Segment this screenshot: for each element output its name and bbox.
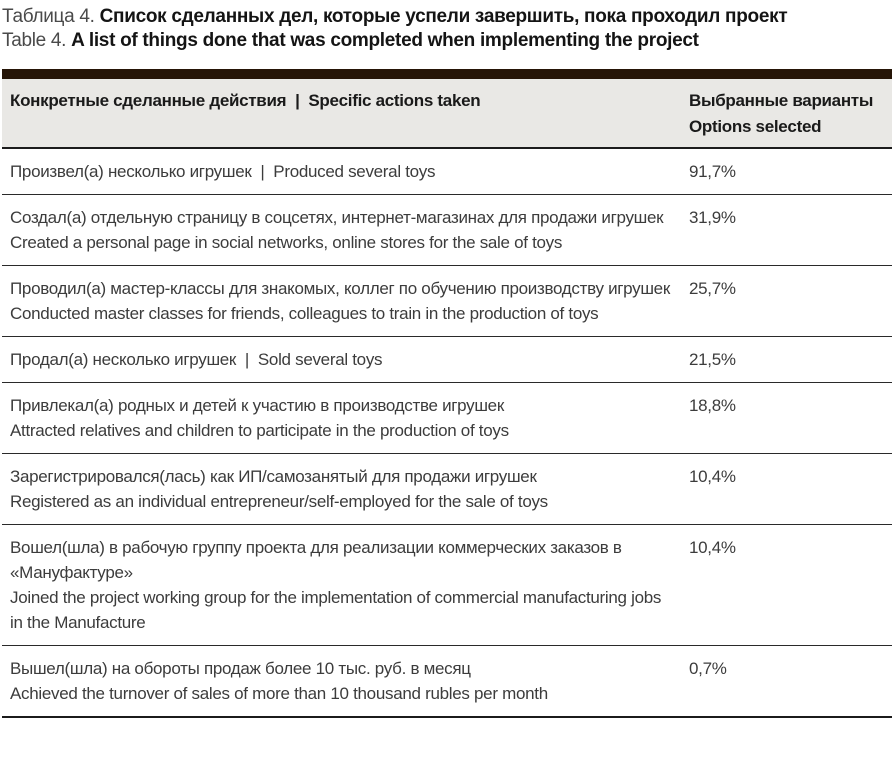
document-page: Таблица 4. Список сделанных дел, которые … [2,0,892,718]
row-cell-action: Привлекал(а) родных и детей к участию в … [2,393,674,443]
table-caption-en: Table 4. A list of things done that was c… [2,29,886,53]
table-row: Зарегистрировался(лась) как ИП/самозанят… [2,454,892,525]
row-text-ru: Вышел(шла) на обороты продаж более 10 ты… [10,659,471,678]
row-percentage: 25,7% [689,279,736,298]
row-text-en: Registered as an individual entrepreneur… [10,492,548,511]
row-cell-action: Проводил(а) мастер-классы для знакомых, … [2,276,674,326]
table-row: Проводил(а) мастер-классы для знакомых, … [2,266,892,337]
row-cell-action: Вышел(шла) на обороты продаж более 10 ты… [2,656,674,706]
table-caption-ru: Таблица 4. Список сделанных дел, которые … [2,5,886,29]
header-cell-actions: Конкретные сделанные действия | Specific… [2,88,674,114]
row-text-ru: Привлекал(а) родных и детей к участию в … [10,396,504,415]
table-row: Вошел(шла) в рабочую группу проекта для … [2,525,892,646]
table-row: Создал(а) отдельную страницу в соцсетях,… [2,195,892,266]
row-text-ru: Зарегистрировался(лась) как ИП/самозанят… [10,467,537,486]
header-actions-label: Конкретные сделанные действия | Specific… [10,91,481,110]
row-text-ru: Продал(а) несколько игрушек | Sold sever… [10,350,383,369]
table-row: Вышел(шла) на обороты продаж более 10 ты… [2,646,892,716]
caption-prefix-en: Table 4. [2,30,67,51]
row-percentage: 31,9% [689,208,736,227]
row-text-ru: Вошел(шла) в рабочую группу проекта для … [10,538,627,582]
row-cell-action: Зарегистрировался(лась) как ИП/самозанят… [2,464,674,514]
row-text-en: Joined the project working group for the… [10,588,666,632]
row-cell-action: Вошел(шла) в рабочую группу проекта для … [2,535,674,635]
caption-main-en: A list of things done that was completed… [71,30,699,51]
row-percentage: 91,7% [689,162,736,181]
row-percentage: 18,8% [689,396,736,415]
header-options-label-ru: Выбранные варианты [689,91,874,110]
caption-main-ru: Список сделанных дел, которые успели зав… [99,6,788,27]
table-row: Привлекал(а) родных и детей к участию в … [2,383,892,454]
row-text-en: Attracted relatives and children to part… [10,421,509,440]
row-text-ru: Создал(а) отдельную страницу в соцсетях,… [10,208,664,227]
row-text-en: Conducted master classes for friends, co… [10,304,599,323]
row-text-en: Achieved the turnover of sales of more t… [10,684,548,703]
table-row: Продал(а) несколько игрушек | Sold sever… [2,337,892,383]
row-text-en: Created a personal page in social networ… [10,233,563,252]
header-options-label-en: Options selected [689,117,822,136]
caption-prefix-ru: Таблица 4. [2,6,95,27]
row-cell-action: Создал(а) отдельную страницу в соцсетях,… [2,205,674,255]
row-percentage: 10,4% [689,538,736,557]
table-body: Произвел(а) несколько игрушек | Produced… [2,149,892,716]
row-percentage: 0,7% [689,659,727,678]
row-cell-action: Продал(а) несколько игрушек | Sold sever… [2,347,674,372]
table-caption: Таблица 4. Список сделанных дел, которые … [2,0,892,53]
data-table: Конкретные сделанные действия | Specific… [2,69,892,718]
row-percentage: 21,5% [689,350,736,369]
row-cell-action: Произвел(а) несколько игрушек | Produced… [2,159,674,184]
row-percentage: 10,4% [689,467,736,486]
table-row: Произвел(а) несколько игрушек | Produced… [2,149,892,195]
header-cell-options: Выбранные варианты Options selected [674,88,884,140]
row-text-ru: Произвел(а) несколько игрушек | Produced… [10,162,436,181]
row-text-ru: Проводил(а) мастер-классы для знакомых, … [10,279,670,298]
table-header-row: Конкретные сделанные действия | Specific… [2,79,892,149]
